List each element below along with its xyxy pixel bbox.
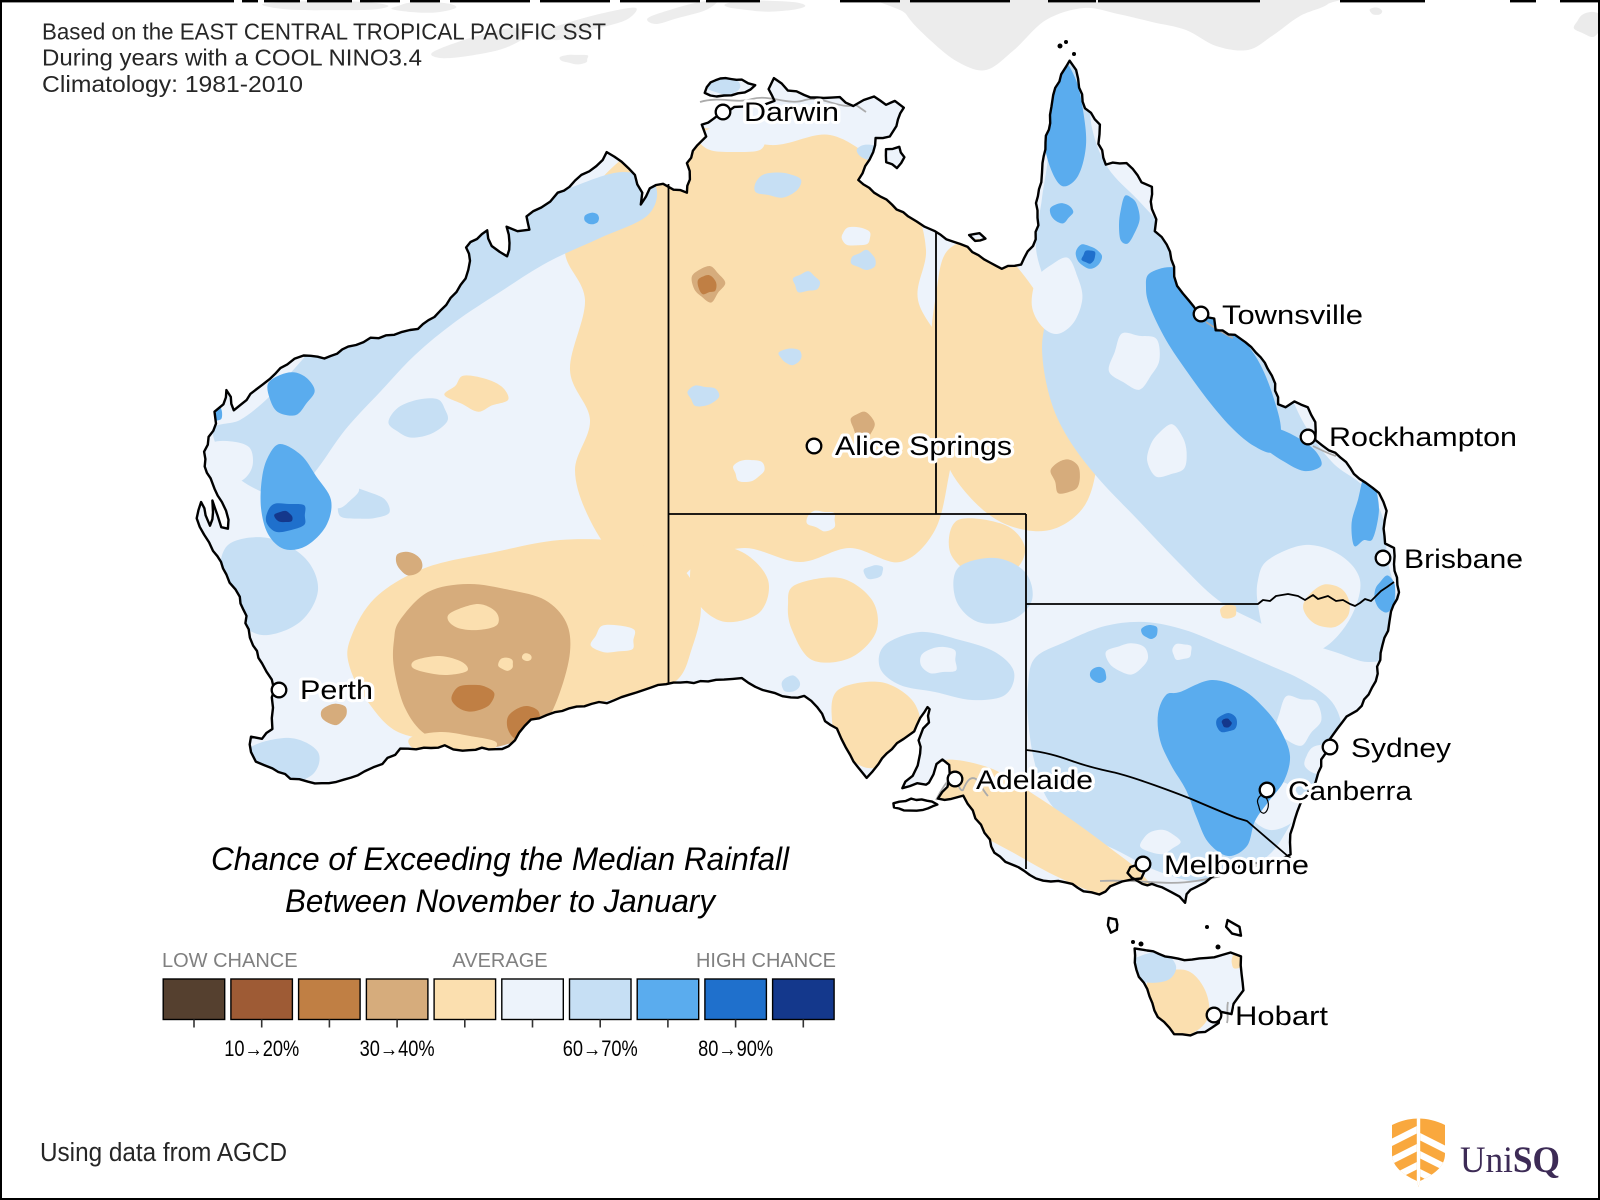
svg-text:Alice Springs: Alice Springs (835, 431, 1012, 461)
svg-text:80→90%: 80→90% (698, 1036, 773, 1061)
svg-text:Climatology: 1981-2010: Climatology: 1981-2010 (42, 71, 303, 97)
svg-text:Hobart: Hobart (1235, 1001, 1329, 1031)
svg-text:60→70%: 60→70% (563, 1036, 638, 1061)
svg-text:Chance of Exceeding the Median: Chance of Exceeding the Median Rainfall (211, 841, 790, 877)
svg-text:UniSQ: UniSQ (1460, 1140, 1560, 1181)
svg-text:Perth: Perth (300, 675, 373, 705)
svg-text:Based on the EAST CENTRAL TROP: Based on the EAST CENTRAL TROPICAL PACIF… (42, 19, 606, 45)
svg-text:10→20%: 10→20% (224, 1036, 299, 1061)
svg-text:Darwin: Darwin (744, 97, 839, 127)
svg-text:AVERAGE: AVERAGE (452, 950, 547, 972)
svg-text:Using data from AGCD: Using data from AGCD (40, 1139, 287, 1167)
svg-text:Townsville: Townsville (1222, 300, 1363, 330)
svg-text:Brisbane: Brisbane (1404, 544, 1523, 574)
svg-text:Rockhampton: Rockhampton (1329, 422, 1517, 452)
svg-text:Between November to January: Between November to January (285, 883, 717, 919)
svg-text:During years with a COOL NINO3: During years with a COOL NINO3.4 (42, 45, 422, 71)
svg-text:LOW CHANCE: LOW CHANCE (162, 950, 298, 972)
svg-text:Adelaide: Adelaide (976, 765, 1093, 795)
svg-text:Sydney: Sydney (1351, 733, 1452, 763)
svg-text:HIGH CHANCE: HIGH CHANCE (696, 950, 836, 972)
svg-text:30→40%: 30→40% (360, 1036, 435, 1061)
svg-text:Canberra: Canberra (1288, 776, 1413, 806)
svg-text:Melbourne: Melbourne (1164, 850, 1309, 880)
